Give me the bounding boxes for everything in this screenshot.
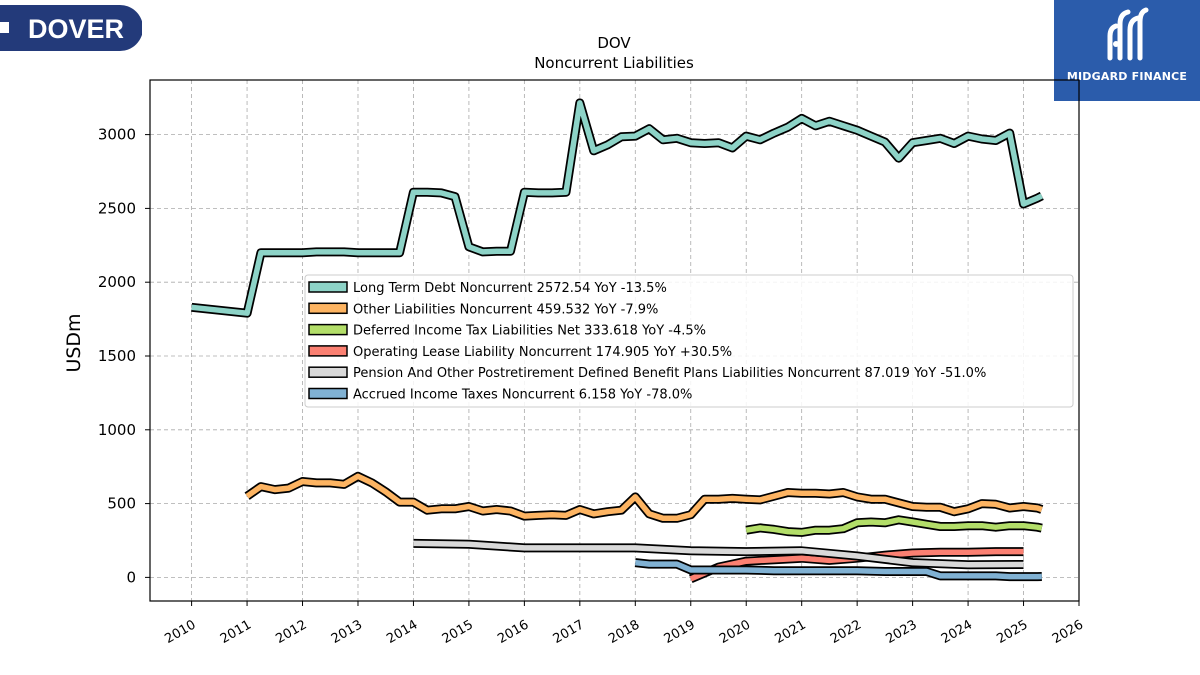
y-tick-label: 2000: [98, 273, 136, 291]
dover-logo: DOVER: [0, 5, 143, 51]
x-tick-label: 2022: [828, 617, 864, 647]
y-axis-ticks: 0 500 1000 1500 2000 2500 3000: [98, 126, 150, 586]
x-tick-label: 2023: [883, 617, 919, 647]
midgard-finance-logo: MIDGARD FINANCE: [1054, 0, 1200, 101]
x-tick-label: 2014: [384, 617, 420, 647]
legend-entry: Long Term Debt Noncurrent 2572.54 YoY -1…: [353, 281, 667, 296]
x-tick-label: 2020: [717, 617, 753, 647]
legend-swatch: [308, 387, 348, 400]
legend-entry: Deferred Income Tax Liabilities Net 333.…: [353, 324, 706, 339]
x-tick-label: 2017: [551, 617, 587, 647]
legend-entry: Operating Lease Liability Noncurrent 174…: [353, 345, 732, 360]
x-tick-label: 2025: [994, 617, 1030, 647]
plot-frame: [149, 79, 1080, 602]
x-tick-label: 2011: [218, 617, 254, 647]
y-tick-label: 1000: [98, 421, 136, 439]
dover-logo-mark: [0, 22, 9, 33]
legend-swatch: [308, 302, 348, 315]
x-tick-label: 2012: [273, 617, 309, 647]
series-line-4: [413, 540, 1024, 568]
chart-title: DOV: [597, 34, 631, 52]
y-tick-label: 3000: [98, 126, 136, 144]
legend-box: [304, 274, 1074, 408]
x-tick-label: 2019: [662, 617, 698, 647]
dover-logo-badge: [0, 5, 143, 51]
x-axis-ticks: 2010 2011 2012 2013 2014 2015 2016 2017 2018 2019…: [162, 601, 1086, 647]
midgard-logo-mark: [1107, 7, 1149, 61]
x-tick-label: 2024: [939, 617, 975, 647]
x-tick-label: 2026: [1050, 617, 1086, 647]
x-tick-label: 2021: [773, 617, 809, 647]
y-tick-label: 0: [126, 568, 136, 586]
x-tick-label: 2016: [495, 617, 531, 647]
legend-swatch: [308, 323, 348, 336]
dover-logo-text: DOVER: [28, 14, 124, 44]
legend-swatch: [308, 366, 348, 378]
series-line-5: [635, 559, 1042, 580]
series-line-1: [245, 473, 1043, 522]
legend-entry: Accrued Income Taxes Noncurrent 6.158 Yo…: [353, 388, 692, 403]
legend: Long Term Debt Noncurrent 2572.54 YoY -1…: [304, 274, 1074, 408]
x-tick-label: 2018: [606, 617, 642, 647]
series-line-0: [191, 100, 1044, 316]
legend-swatch: [308, 281, 348, 293]
x-tick-label: 2013: [329, 617, 365, 647]
midgard-logo-text: MIDGARD FINANCE: [1066, 70, 1188, 83]
y-tick-label: 2500: [98, 199, 136, 217]
y-axis-label: USDm: [63, 313, 85, 372]
legend-swatch: [308, 345, 348, 357]
legend-entry: Other Liabilities Noncurrent 459.532 YoY…: [353, 302, 658, 317]
legend-entry: Pension And Other Postretirement Defined…: [353, 366, 986, 381]
x-tick-label: 2015: [440, 617, 476, 647]
y-tick-label: 500: [107, 495, 136, 513]
x-tick-label: 2010: [162, 617, 198, 647]
chart-subtitle: Noncurrent Liabilities: [534, 54, 694, 72]
series-line-2: [745, 517, 1043, 536]
series-group: [191, 98, 1044, 584]
y-tick-label: 1500: [98, 347, 136, 365]
